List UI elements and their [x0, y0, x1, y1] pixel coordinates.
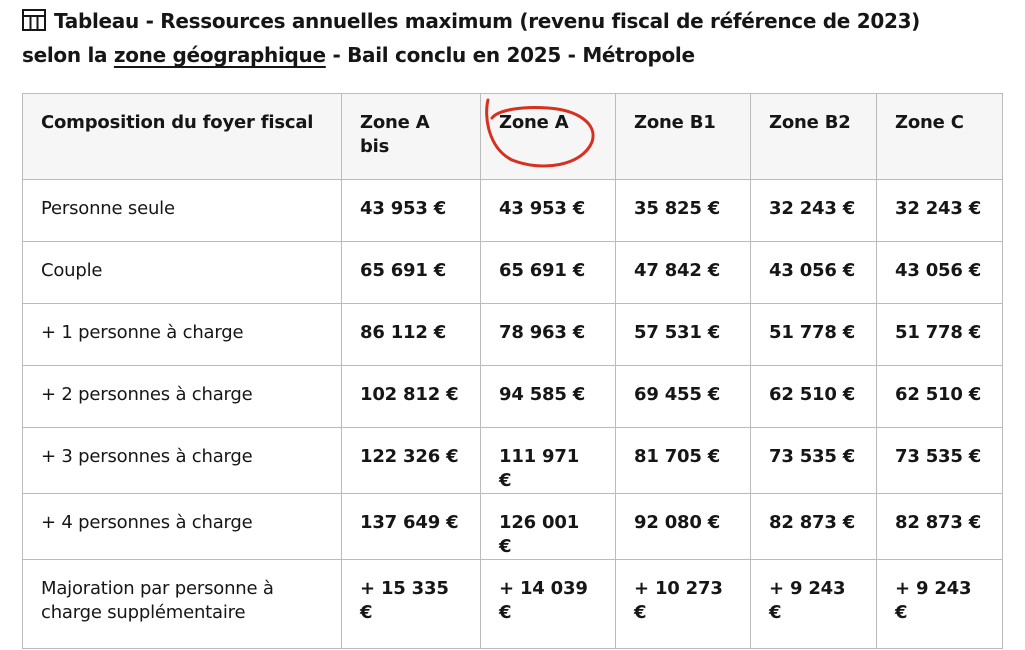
value-cell: + 15 335 €	[341, 559, 481, 649]
data-table: Composition du foyer fiscal Zone A bis Zon…	[22, 93, 1003, 649]
value-cell: + 10 273 €	[615, 559, 751, 649]
value-cell: + 9 243 €	[750, 559, 877, 649]
value-cell: 51 778 €	[876, 303, 1003, 366]
value-cell: 86 112 €	[341, 303, 481, 366]
title-text: selon la	[22, 43, 108, 67]
row-label: Couple	[22, 241, 342, 304]
value-cell: 82 873 €	[750, 493, 877, 560]
value-cell: 69 455 €	[615, 365, 751, 428]
value-cell: 122 326 €	[341, 427, 481, 494]
row-label: + 1 personne à charge	[22, 303, 342, 366]
value-cell: 73 535 €	[876, 427, 1003, 494]
table-title: Tableau - Ressources annuelles maximum (…	[22, 4, 1012, 72]
value-cell: + 14 039 €	[480, 559, 616, 649]
red-annotation	[485, 98, 595, 168]
value-cell: 43 953 €	[341, 179, 481, 242]
table-row: Couple 65 691 €65 691 €47 842 €43 056 €43…	[22, 241, 1003, 304]
table-row: Personne seule 43 953 €43 953 €35 825 €32…	[22, 179, 1003, 242]
value-cell: 32 243 €	[750, 179, 877, 242]
value-cell: 65 691 €	[480, 241, 616, 304]
value-cell: 102 812 €	[341, 365, 481, 428]
value-cell: 62 510 €	[750, 365, 877, 428]
column-header: Zone A bis	[341, 93, 481, 180]
table-icon	[22, 9, 46, 31]
value-cell: 78 963 €	[480, 303, 616, 366]
column-header: Zone B2	[750, 93, 877, 180]
value-cell: 82 873 €	[876, 493, 1003, 560]
value-cell: 47 842 €	[615, 241, 751, 304]
column-header: Composition du foyer fiscal	[22, 93, 342, 180]
value-cell: 81 705 €	[615, 427, 751, 494]
value-cell: 65 691 €	[341, 241, 481, 304]
row-label: Majoration par personne à charge supplém…	[22, 559, 342, 649]
row-label: + 4 personnes à charge	[22, 493, 342, 560]
value-cell: 43 056 €	[876, 241, 1003, 304]
value-cell: 43 056 €	[750, 241, 877, 304]
value-cell: 35 825 €	[615, 179, 751, 242]
value-cell: 137 649 €	[341, 493, 481, 560]
value-cell: 126 001 €	[480, 493, 616, 560]
column-header: Zone B1	[615, 93, 751, 180]
value-cell: 32 243 €	[876, 179, 1003, 242]
value-cell: 111 971 €	[480, 427, 616, 494]
table-row: + 4 personnes à charge 137 649 €126 001 €…	[22, 493, 1003, 560]
row-label: + 3 personnes à charge	[22, 427, 342, 494]
title-text: - Bail conclu en 2025 - Métropole	[332, 43, 695, 67]
value-cell: 57 531 €	[615, 303, 751, 366]
title-text: Tableau - Ressources annuelles maximum (…	[54, 9, 921, 33]
value-cell: 43 953 €	[480, 179, 616, 242]
table-row: + 2 personnes à charge 102 812 €94 585 €6…	[22, 365, 1003, 428]
row-label: Personne seule	[22, 179, 342, 242]
value-cell: 92 080 €	[615, 493, 751, 560]
column-header: Zone C	[876, 93, 1003, 180]
value-cell: + 9 243 €	[876, 559, 1003, 649]
value-cell: 51 778 €	[750, 303, 877, 366]
row-label: + 2 personnes à charge	[22, 365, 342, 428]
value-cell: 94 585 €	[480, 365, 616, 428]
table-row: + 1 personne à charge 86 112 €78 963 €57 …	[22, 303, 1003, 366]
value-cell: 73 535 €	[750, 427, 877, 494]
table-row: + 3 personnes à charge 122 326 €111 971 €…	[22, 427, 1003, 494]
value-cell: 62 510 €	[876, 365, 1003, 428]
table-row: Majoration par personne à charge supplém…	[22, 559, 1003, 649]
title-link[interactable]: zone géographique	[113, 43, 326, 67]
